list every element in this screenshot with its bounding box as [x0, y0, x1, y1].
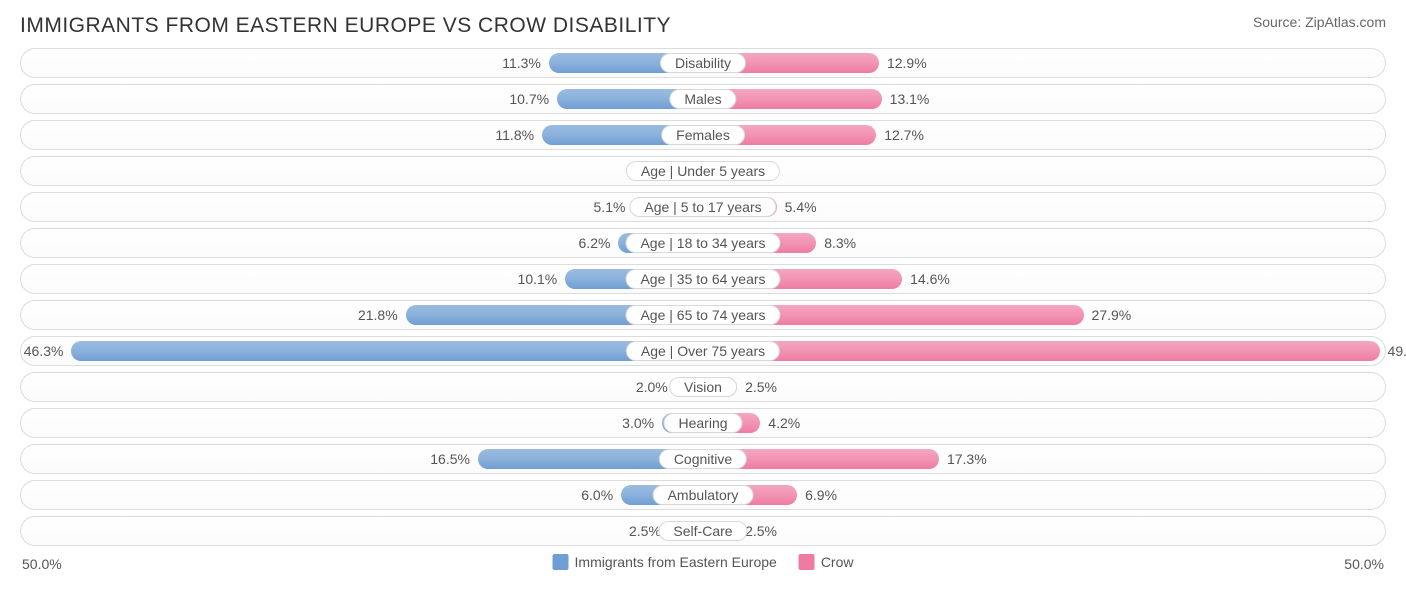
legend-label-left: Immigrants from Eastern Europe	[575, 554, 777, 570]
value-label-right: 27.9%	[1092, 307, 1132, 323]
category-pill: Vision	[669, 377, 737, 397]
value-label-left: 2.5%	[629, 523, 661, 539]
chart-row: 3.0% 4.2% Hearing	[20, 408, 1386, 438]
value-label-right: 12.7%	[884, 127, 924, 143]
chart-row: 1.2%1.2%Age | Under 5 years	[20, 156, 1386, 186]
value-label-left: 16.5%	[430, 451, 470, 467]
value-label-left: 6.0%	[581, 487, 613, 503]
category-pill: Age | 35 to 64 years	[625, 269, 780, 289]
value-label-left: 2.0%	[636, 379, 668, 395]
chart-row: 16.5% 17.3% Cognitive	[20, 444, 1386, 474]
value-label-right: 14.6%	[910, 271, 950, 287]
chart-row: 2.5% 2.5%Self-Care	[20, 516, 1386, 546]
legend-swatch-right	[799, 554, 815, 570]
value-label-left: 10.1%	[518, 271, 558, 287]
category-pill: Age | Over 75 years	[626, 341, 780, 361]
category-pill: Age | 5 to 17 years	[629, 197, 776, 217]
chart-body: 11.3% 12.9% Disability 10.7% 13.1% Males 11.8%…	[0, 44, 1406, 546]
chart-row: 10.7% 13.1% Males	[20, 84, 1386, 114]
value-label-right: 12.9%	[887, 55, 927, 71]
chart-row: 46.3%49.6%Age | Over 75 years	[20, 336, 1386, 366]
chart-row: 11.8% 12.7% Females	[20, 120, 1386, 150]
value-label-left: 11.8%	[495, 127, 534, 143]
value-label-right: 8.3%	[824, 235, 856, 251]
legend-item-right: Crow	[799, 554, 854, 570]
chart-legend: Immigrants from Eastern Europe Crow	[553, 554, 854, 570]
bar-right	[703, 341, 1380, 361]
chart-footer: 50.0% Immigrants from Eastern Europe Cro…	[20, 552, 1386, 580]
value-label-left: 3.0%	[622, 415, 654, 431]
value-label-right: 6.9%	[805, 487, 837, 503]
value-label-right: 13.1%	[890, 91, 930, 107]
value-label-left: 10.7%	[509, 91, 549, 107]
chart-source: Source: ZipAtlas.com	[1253, 14, 1386, 30]
category-pill: Age | 65 to 74 years	[625, 305, 780, 325]
chart-row: 6.0% 6.9% Ambulatory	[20, 480, 1386, 510]
chart-row: 5.1% 5.4% Age | 5 to 17 years	[20, 192, 1386, 222]
axis-max-left: 50.0%	[22, 556, 62, 572]
category-pill: Age | Under 5 years	[626, 161, 780, 181]
value-label-right: 5.4%	[785, 199, 817, 215]
value-label-right: 2.5%	[745, 379, 777, 395]
value-label-right: 17.3%	[947, 451, 987, 467]
chart-row: 21.8% 27.9% Age | 65 to 74 years	[20, 300, 1386, 330]
category-pill: Age | 18 to 34 years	[625, 233, 780, 253]
category-pill: Hearing	[663, 413, 742, 433]
category-pill: Disability	[660, 53, 746, 73]
bar-left	[71, 341, 703, 361]
value-label-left: 46.3%	[24, 343, 64, 359]
value-label-right: 4.2%	[768, 415, 800, 431]
category-pill: Self-Care	[658, 521, 747, 541]
chart-row: 2.0% 2.5% Vision	[20, 372, 1386, 402]
category-pill: Cognitive	[659, 449, 747, 469]
chart-row: 11.3% 12.9% Disability	[20, 48, 1386, 78]
chart-header: IMMIGRANTS FROM EASTERN EUROPE VS CROW D…	[0, 0, 1406, 44]
legend-item-left: Immigrants from Eastern Europe	[553, 554, 777, 570]
chart-row: 10.1% 14.6% Age | 35 to 64 years	[20, 264, 1386, 294]
value-label-left: 11.3%	[502, 55, 541, 71]
value-label-right: 2.5%	[745, 523, 777, 539]
category-pill: Males	[669, 89, 736, 109]
legend-swatch-left	[553, 554, 569, 570]
category-pill: Females	[661, 125, 745, 145]
value-label-left: 21.8%	[358, 307, 398, 323]
value-label-left: 5.1%	[594, 199, 626, 215]
value-label-right: 49.6%	[1388, 343, 1406, 359]
chart-row: 6.2% 8.3% Age | 18 to 34 years	[20, 228, 1386, 258]
axis-max-right: 50.0%	[1344, 556, 1384, 572]
legend-label-right: Crow	[821, 554, 854, 570]
value-label-left: 6.2%	[579, 235, 611, 251]
category-pill: Ambulatory	[653, 485, 754, 505]
chart-title: IMMIGRANTS FROM EASTERN EUROPE VS CROW D…	[20, 14, 671, 38]
